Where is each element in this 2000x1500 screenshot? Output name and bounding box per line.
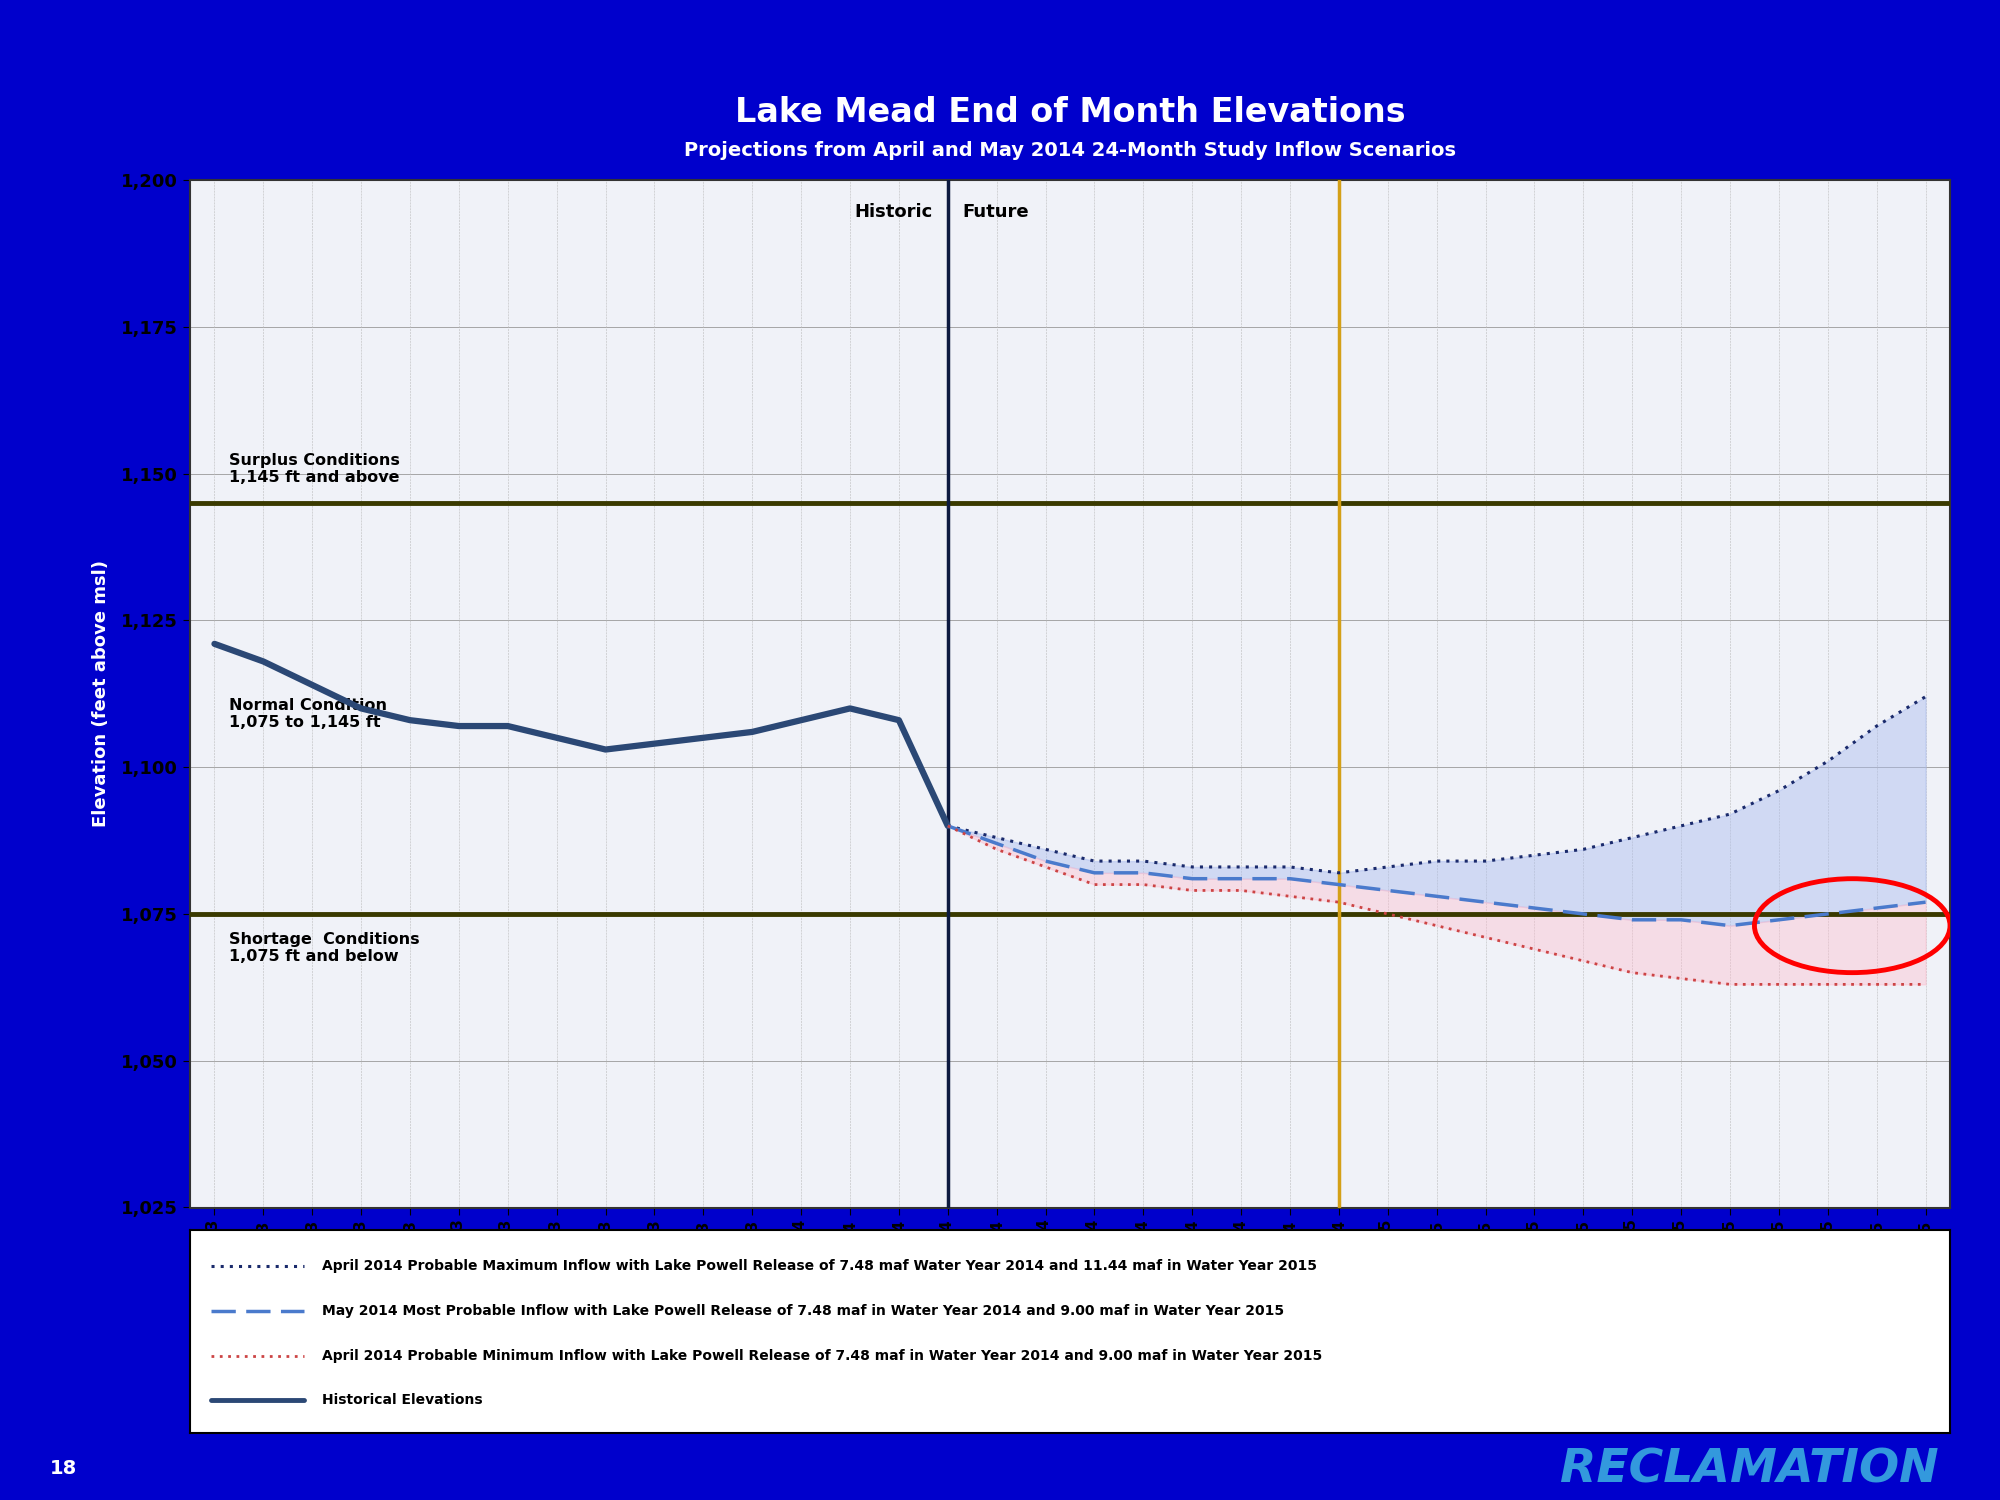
Text: April 2014 Probable Minimum Inflow with Lake Powell Release of 7.48 maf in Water: April 2014 Probable Minimum Inflow with … xyxy=(322,1348,1322,1362)
Text: RECLAMATION: RECLAMATION xyxy=(1560,1448,1938,1492)
Text: Future: Future xyxy=(962,204,1030,222)
Text: Historical Elevations: Historical Elevations xyxy=(322,1394,482,1407)
Text: Shortage  Conditions
1,075 ft and below: Shortage Conditions 1,075 ft and below xyxy=(230,932,420,964)
Text: Projections from April and May 2014 24-Month Study Inflow Scenarios: Projections from April and May 2014 24-M… xyxy=(684,141,1456,159)
Text: April 2014 Probable Maximum Inflow with Lake Powell Release of 7.48 maf Water Ye: April 2014 Probable Maximum Inflow with … xyxy=(322,1260,1316,1274)
Text: Normal Condition
1,075 to 1,145 ft: Normal Condition 1,075 to 1,145 ft xyxy=(230,698,388,730)
Text: May 2014 Most Probable Inflow with Lake Powell Release of 7.48 maf in Water Year: May 2014 Most Probable Inflow with Lake … xyxy=(322,1304,1284,1318)
Text: Historic: Historic xyxy=(854,204,934,222)
Text: 18: 18 xyxy=(50,1458,78,1478)
Text: Surplus Conditions
1,145 ft and above: Surplus Conditions 1,145 ft and above xyxy=(230,453,400,486)
Y-axis label: Elevation (feet above msl): Elevation (feet above msl) xyxy=(92,560,110,826)
Text: Lake Mead End of Month Elevations: Lake Mead End of Month Elevations xyxy=(734,96,1406,129)
